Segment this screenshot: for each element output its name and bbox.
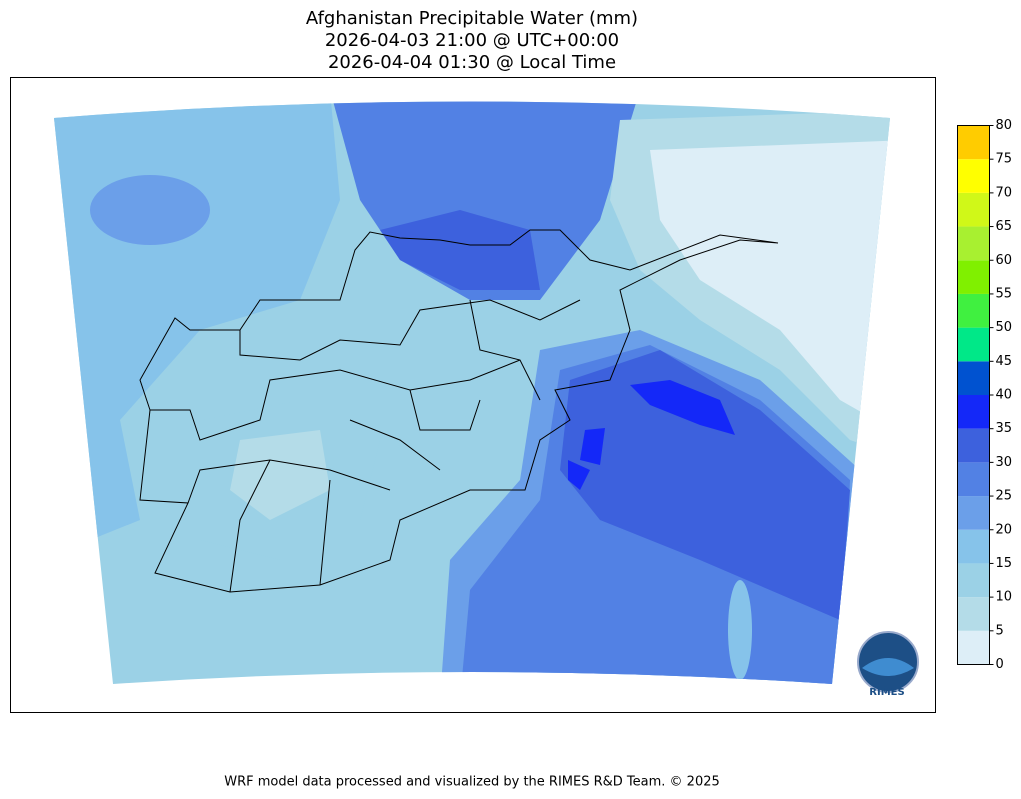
colorbar-band: [957, 462, 990, 497]
colorbar-tick-label: 45: [996, 354, 1013, 369]
colorbar-band: [957, 630, 990, 665]
colorbar-tick-label: 40: [996, 388, 1013, 403]
footer: WRF model data processed and visualized …: [224, 775, 720, 790]
colorbar-band: [957, 496, 990, 530]
colorbar-band: [957, 327, 990, 362]
colorbar: 0 5 10 15 20 25 30 35 40 45 50 55 60 65 70 75 80: [957, 118, 1013, 672]
colorbar-tick-label: 60: [996, 253, 1013, 268]
colorbar-tick-label: 0: [996, 657, 1004, 672]
field-region: [230, 430, 330, 520]
province-border: [409, 389, 481, 431]
logo-wave: [862, 658, 914, 676]
province-border: [319, 479, 331, 586]
colorbar-tick-label: 35: [996, 421, 1013, 436]
title-line: 2026-04-03 21:00 @ UTC+00:00: [325, 30, 619, 51]
precipitable-water-field: [54, 101, 890, 684]
country-borders: [139, 229, 779, 593]
title-line: Afghanistan Precipitable Water (mm): [306, 8, 638, 29]
field-region: [580, 428, 605, 465]
colorbar-tick-label: 15: [996, 556, 1013, 571]
province-border: [239, 299, 581, 361]
colorbar-tick-label: 75: [996, 152, 1013, 167]
colorbar-tick-label: 10: [996, 590, 1013, 605]
field-region: [560, 350, 850, 620]
province-border: [469, 299, 541, 401]
colorbar-frame: [957, 125, 990, 665]
colorbar-band: [957, 361, 990, 395]
colorbar-band: [957, 226, 990, 261]
field-region: [650, 140, 890, 440]
colorbar-band: [957, 260, 990, 294]
colorbar-tick-label: 80: [996, 118, 1013, 133]
colorbar-band: [957, 293, 990, 328]
colorbar-band: [957, 529, 990, 564]
colorbar-tick-label: 65: [996, 219, 1013, 234]
colorbar-band: [957, 395, 990, 429]
colorbar-tick-label: 50: [996, 320, 1013, 335]
field-region: [728, 580, 752, 680]
province-border: [150, 359, 521, 441]
colorbar-tick-label: 70: [996, 185, 1013, 200]
colorbar-band: [957, 125, 990, 160]
colorbar-tick-label: 25: [996, 489, 1013, 504]
logo-text: RIMES: [869, 687, 904, 698]
colorbar-band: [957, 428, 990, 463]
rimes-logo: RIMES: [857, 631, 919, 698]
field-region: [630, 380, 735, 435]
colorbar-tick-label: 55: [996, 286, 1013, 301]
colorbar-band: [957, 159, 990, 193]
field-region: [568, 460, 590, 490]
province-border: [349, 419, 441, 471]
colorbar-tick-label: 5: [996, 623, 1004, 638]
colorbar-tick-label: 20: [996, 522, 1013, 537]
colorbar-band: [957, 597, 990, 631]
colorbar-band: [957, 192, 990, 227]
colorbar-tick-label: 30: [996, 455, 1013, 470]
field-region: [380, 210, 540, 290]
title-line: 2026-04-04 01:30 @ Local Time: [328, 52, 616, 73]
colorbar-band: [957, 563, 990, 598]
field-region: [90, 175, 210, 245]
province-border: [229, 459, 271, 593]
